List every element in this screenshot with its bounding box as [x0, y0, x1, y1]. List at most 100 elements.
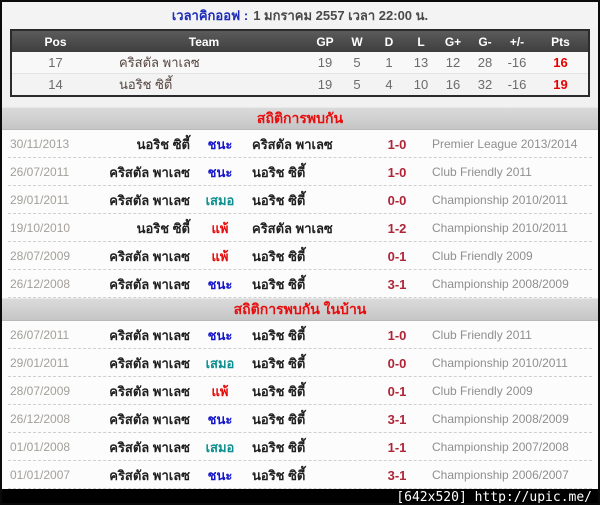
match-team2: คริสตัล พาเลซ [252, 136, 333, 152]
match-team1: คริสตัล พาเลซ [109, 467, 190, 483]
col-header-diff: +/- [501, 30, 533, 52]
match-row: 28/07/2009 คริสตัล พาเลซ แพ้ นอริช ซิตี้… [2, 377, 598, 405]
match-row: 28/07/2009 คริสตัล พาเลซ แพ้ นอริช ซิตี้… [2, 242, 598, 270]
col-header-d: D [373, 30, 405, 52]
match-team1: คริสตัล พาเลซ [109, 355, 190, 371]
pts-cell: 16 [533, 52, 589, 74]
w-cell: 5 [341, 52, 373, 74]
col-header-pos: Pos [11, 30, 99, 52]
match-team2: นอริช ซิตี้ [252, 355, 306, 371]
match-competition: Club Friendly 2009 [432, 249, 533, 263]
section-header-bar: สถิติการพบกัน ในบ้าน [2, 298, 598, 321]
match-date: 26/12/2008 [10, 277, 71, 291]
match-team2: นอริช ซิตี้ [252, 383, 306, 399]
match-team1: นอริช ซิตี้ [136, 136, 190, 152]
match-team2: นอริช ซิตี้ [252, 467, 306, 483]
goals-for-cell: 16 [437, 73, 469, 96]
match-result-word: แพ้ [211, 248, 229, 264]
section-header-bar: สถิติการพบกัน [2, 107, 598, 130]
match-team2: นอริช ซิตี้ [252, 164, 306, 180]
match-result-word: ชนะ [207, 276, 233, 292]
goals-against-cell: 32 [469, 73, 501, 96]
match-score: 1-1 [387, 439, 407, 455]
col-header-team: Team [99, 30, 309, 52]
match-date: 28/07/2009 [10, 384, 71, 398]
goal-diff-cell: -16 [501, 52, 533, 74]
match-team1: คริสตัล พาเลซ [109, 439, 190, 455]
match-date: 29/01/2011 [10, 356, 70, 370]
goals-for-cell: 12 [437, 52, 469, 74]
d-cell: 4 [373, 73, 405, 96]
match-team2: นอริช ซิตี้ [252, 248, 306, 264]
match-team2: นอริช ซิตี้ [252, 327, 306, 343]
match-team2: นอริช ซิตี้ [252, 411, 306, 427]
watermark-text: [642x520] http://upic.me/ [396, 489, 592, 505]
match-result-word: ชนะ [207, 327, 233, 343]
d-cell: 1 [373, 52, 405, 74]
match-score: 3-1 [387, 276, 407, 292]
match-team1: คริสตัล พาเลซ [109, 411, 190, 427]
kickoff-strip: เวลาคิกออฟ : 1 มกราคม 2557 เวลา 22:00 น. [2, 2, 598, 29]
match-row: 29/01/2011 คริสตัล พาเลซ เสมอ นอริช ซิตี… [2, 186, 598, 214]
goal-diff-cell: -16 [501, 73, 533, 96]
gp-cell: 19 [309, 52, 341, 74]
standings-body: 17 คริสตัล พาเลซ 19 5 1 13 12 28 -16 16 … [11, 52, 589, 96]
match-date: 26/07/2011 [10, 328, 70, 342]
match-team2: นอริช ซิตี้ [252, 276, 306, 292]
match-date: 29/01/2011 [10, 193, 70, 207]
match-row: 26/12/2008 คริสตัล พาเลซ ชนะ นอริช ซิตี้… [2, 270, 598, 298]
col-header-gplus: G+ [437, 30, 469, 52]
match-competition: Club Friendly 2011 [432, 165, 532, 179]
match-team2: นอริช ซิตี้ [252, 439, 306, 455]
col-header-gminus: G- [469, 30, 501, 52]
pos-cell: 17 [11, 52, 99, 74]
pts-cell: 19 [533, 73, 589, 96]
match-result-word: แพ้ [211, 383, 229, 399]
match-score: 0-1 [387, 248, 407, 264]
match-result-word: ชนะ [207, 411, 233, 427]
match-score: 1-0 [387, 136, 407, 152]
match-score: 0-1 [387, 383, 407, 399]
match-row: 26/12/2008 คริสตัล พาเลซ ชนะ นอริช ซิตี้… [2, 405, 598, 433]
l-cell: 13 [405, 52, 437, 74]
match-result-word: เสมอ [205, 355, 235, 371]
pos-cell: 14 [11, 73, 99, 96]
watermark-bar: [642x520] http://upic.me/ [2, 489, 598, 505]
match-date: 19/10/2010 [10, 221, 71, 235]
l-cell: 10 [405, 73, 437, 96]
standings-header-row: Pos Team GP W D L G+ G- +/- Pts [11, 30, 589, 52]
match-team1: คริสตัล พาเลซ [109, 192, 190, 208]
kickoff-value: 1 มกราคม 2557 เวลา 22:00 น. [253, 8, 429, 23]
match-team1: คริสตัล พาเลซ [109, 276, 190, 292]
col-header-l: L [405, 30, 437, 52]
match-competition: Championship 2010/2011 [432, 221, 568, 235]
match-competition: Championship 2007/2008 [432, 440, 569, 454]
match-result-word: แพ้ [211, 220, 229, 236]
match-row: 30/11/2013 นอริช ซิตี้ ชนะ คริสตัล พาเลซ… [2, 130, 598, 158]
match-result-word: ชนะ [207, 467, 233, 483]
match-date: 28/07/2009 [10, 249, 71, 263]
match-score: 3-1 [387, 411, 407, 427]
match-competition: Club Friendly 2011 [432, 328, 532, 342]
section-title: สถิติการพบกัน ในบ้าน [233, 300, 367, 317]
match-competition: Club Friendly 2009 [432, 384, 533, 398]
standings-row: 17 คริสตัล พาเลซ 19 5 1 13 12 28 -16 16 [11, 52, 589, 74]
match-team2: นอริช ซิตี้ [252, 192, 306, 208]
col-header-w: W [341, 30, 373, 52]
match-team1: คริสตัล พาเลซ [109, 248, 190, 264]
match-competition: Championship 2006/2007 [432, 468, 569, 482]
match-score: 3-1 [387, 467, 407, 483]
match-score: 0-0 [387, 192, 407, 208]
team-cell: คริสตัล พาเลซ [99, 52, 309, 74]
match-score: 1-0 [387, 164, 407, 180]
match-row: 26/07/2011 คริสตัล พาเลซ ชนะ นอริช ซิตี้… [2, 321, 598, 349]
standings-table: Pos Team GP W D L G+ G- +/- Pts 17 คริสต… [10, 29, 590, 97]
goals-against-cell: 28 [469, 52, 501, 74]
match-score: 1-2 [387, 220, 407, 236]
match-date: 01/01/2007 [10, 468, 71, 482]
match-row: 01/01/2008 คริสตัล พาเลซ เสมอ นอริช ซิตี… [2, 433, 598, 461]
match-team1: คริสตัล พาเลซ [109, 164, 190, 180]
standings-table-wrap: Pos Team GP W D L G+ G- +/- Pts 17 คริสต… [2, 29, 598, 97]
standings-row: 14 นอริช ซิตี้ 19 5 4 10 16 32 -16 19 [11, 73, 589, 96]
